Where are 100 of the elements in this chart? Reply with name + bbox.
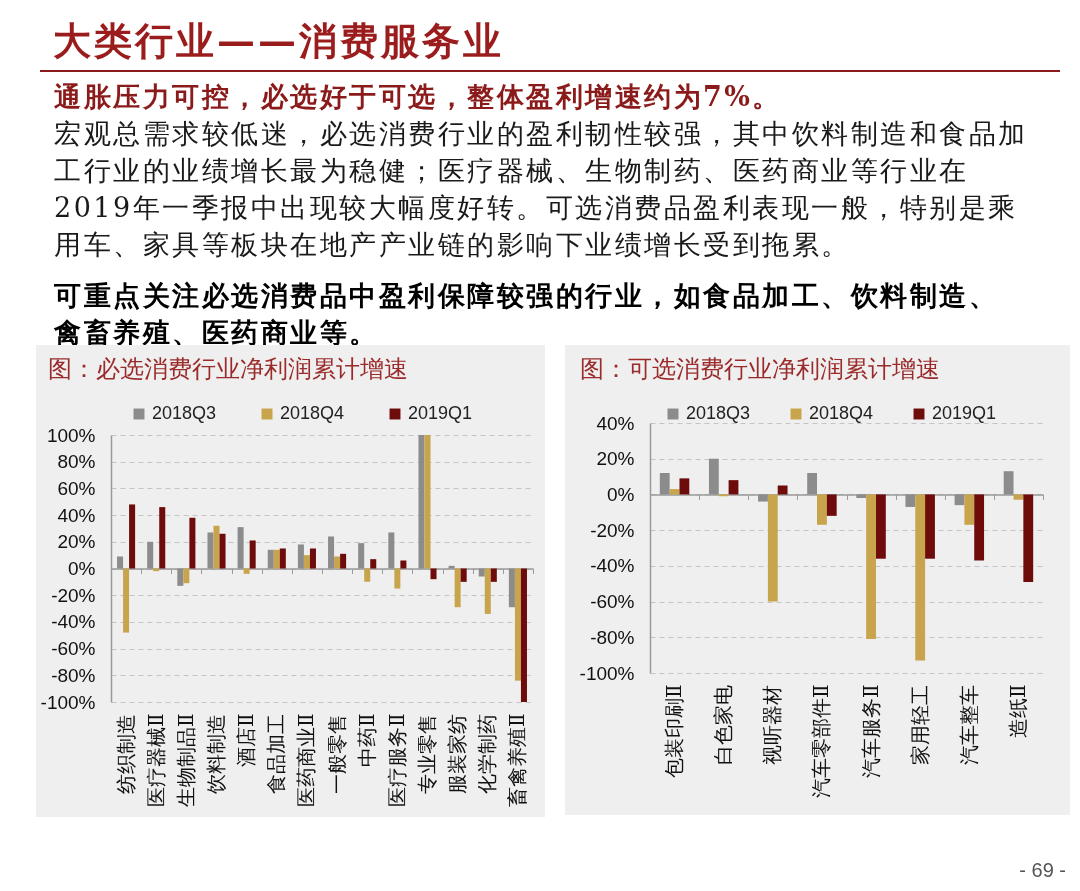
- x-tick-label: 包装印刷Ⅱ: [662, 684, 687, 779]
- y-tick-label: -80%: [51, 664, 96, 686]
- x-tick-label: 视听器材: [760, 684, 785, 765]
- bar: [490, 568, 497, 582]
- x-tick-label: 中药Ⅱ: [354, 713, 379, 768]
- x-tick-label: 服装家纺: [445, 713, 470, 794]
- bar: [213, 525, 220, 569]
- y-tick-label: -80%: [590, 626, 635, 648]
- y-tick-label: 0%: [68, 558, 96, 579]
- legend-label: 2018Q3: [686, 403, 751, 423]
- bar: [1003, 471, 1014, 495]
- legend-label: 2018Q4: [280, 403, 345, 423]
- x-tick-label: 畜禽养殖Ⅱ: [505, 713, 530, 808]
- x-tick-label: 生物制品Ⅱ: [173, 713, 198, 808]
- bar: [826, 494, 837, 516]
- bar: [659, 473, 670, 495]
- x-tick-label: 医疗器械Ⅱ: [143, 713, 168, 808]
- bar: [758, 494, 768, 502]
- x-tick-label: 专业零售: [415, 713, 439, 794]
- bar: [954, 494, 965, 506]
- bar: [974, 494, 985, 561]
- bar: [364, 568, 371, 582]
- x-tick-label: 汽车零部件Ⅱ: [809, 684, 834, 799]
- x-tick-label: 食品加工: [264, 713, 289, 794]
- bar: [807, 473, 818, 495]
- bar: [159, 507, 166, 569]
- x-tick-label: 酒店Ⅱ: [234, 713, 259, 768]
- y-tick-label: 20%: [596, 448, 635, 470]
- bar: [728, 480, 739, 495]
- bar: [915, 494, 926, 661]
- bar: [460, 568, 467, 582]
- bar: [370, 559, 377, 569]
- bar: [866, 494, 876, 640]
- bar: [358, 543, 365, 569]
- legend-label: 2019Q1: [932, 403, 997, 423]
- bar: [129, 504, 136, 569]
- x-tick-label: 纺织制造: [113, 713, 138, 794]
- bar: [328, 536, 335, 569]
- bar: [400, 560, 407, 569]
- bar: [508, 568, 515, 608]
- y-tick-label: 40%: [57, 504, 96, 526]
- x-tick-label: 医药商业Ⅱ: [294, 713, 319, 808]
- text: 宏观总需求较低迷，必选消费行业的盈利韧性较强，其中饮料制造和食品加工行业的业绩增长最为稳健；医疗器械、生物制药、医药商业等行业在2019年一季报中出现较大幅度好转。可选消费品盈利表现一般，特别是乘用车、家具等板块在地产产业链的影响下业绩增长受到拖累。: [54, 117, 1029, 262]
- bar: [454, 568, 461, 608]
- bar: [117, 556, 124, 569]
- bar: [964, 494, 975, 525]
- bar: [679, 478, 690, 495]
- y-tick-label: -60%: [51, 638, 96, 660]
- bar: [394, 568, 401, 589]
- bar: [430, 568, 437, 580]
- y-tick-label: -60%: [590, 591, 635, 613]
- text: 通胀压力可控，必选好于可选，整体盈利增速约为7%。: [54, 80, 783, 114]
- x-tick-label: 家用轻工: [907, 684, 932, 765]
- bar: [1013, 494, 1024, 500]
- y-tick-label: 0%: [607, 483, 635, 505]
- chart-title: 图：必选消费行业净利润累计增速: [48, 355, 409, 383]
- bar: [309, 548, 316, 569]
- bar: [340, 553, 347, 569]
- bar: [207, 532, 214, 569]
- x-tick-label: 饮料制造: [204, 713, 228, 795]
- bar: [514, 568, 521, 681]
- y-tick-label: 40%: [596, 412, 635, 434]
- x-tick-label: 汽车整车: [956, 684, 981, 765]
- y-tick-label: -100%: [579, 662, 635, 684]
- x-tick-label: 白色家电: [711, 684, 736, 765]
- y-tick-label: -40%: [51, 611, 96, 633]
- bar: [925, 494, 935, 559]
- bar: [856, 494, 867, 498]
- bar: [273, 549, 280, 569]
- y-tick-label: -100%: [40, 691, 96, 713]
- y-tick-label: 80%: [57, 451, 96, 473]
- bar: [177, 568, 184, 586]
- bar: [123, 568, 130, 633]
- bar: [1023, 494, 1034, 582]
- bar: [875, 494, 886, 559]
- legend-label: 2018Q3: [152, 403, 217, 423]
- y-tick-label: 20%: [57, 531, 96, 553]
- bar: [147, 541, 154, 569]
- y-tick-label: 60%: [57, 477, 96, 499]
- bar: [424, 435, 431, 569]
- bar: [267, 549, 274, 569]
- y-tick-label: -40%: [590, 555, 635, 577]
- bar: [905, 494, 916, 507]
- legend-label: 2019Q1: [408, 403, 473, 423]
- bar: [520, 568, 527, 702]
- y-tick-label: -20%: [590, 519, 635, 541]
- bar: [183, 568, 190, 584]
- legend-label: 2018Q4: [809, 403, 874, 423]
- bar: [279, 548, 286, 569]
- bar: [388, 532, 395, 569]
- bar: [243, 568, 250, 574]
- bar: [418, 435, 425, 569]
- bar: [708, 458, 719, 495]
- bar: [249, 540, 256, 569]
- y-tick-label: -20%: [51, 584, 96, 606]
- bar: [817, 494, 827, 525]
- x-tick-label: 一般零售: [324, 713, 349, 794]
- bar: [303, 555, 310, 569]
- y-tick-label: 100%: [46, 424, 96, 446]
- bar: [297, 544, 304, 569]
